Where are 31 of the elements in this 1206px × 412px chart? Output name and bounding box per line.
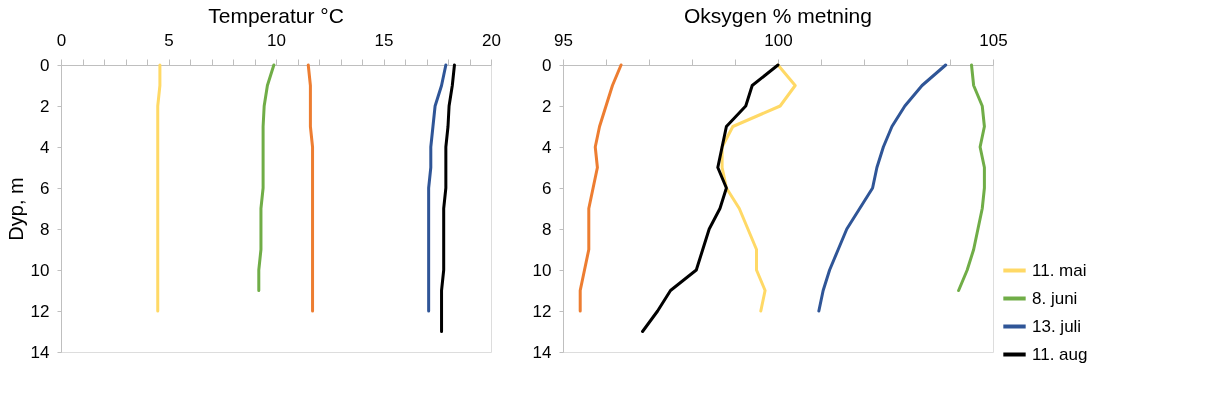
y-tick-label: 8 — [542, 219, 552, 239]
y-tick-label: 8 — [40, 219, 50, 239]
y-tick-label: 0 — [40, 55, 50, 75]
x-tick-label: 95 — [554, 30, 573, 50]
x-tick-label: 10 — [267, 30, 286, 50]
y-tick-label: 4 — [40, 137, 50, 157]
chart-title: Oksygen % metning — [684, 4, 872, 27]
y-tick-label: 10 — [30, 260, 50, 280]
x-tick-label: 20 — [482, 30, 501, 50]
chart-title: Temperatur °C — [208, 4, 344, 27]
x-tick-label: 15 — [374, 30, 394, 50]
legend-label: 8. juni — [1032, 288, 1078, 308]
y-tick-label: 4 — [542, 137, 552, 157]
y-tick-label: 14 — [30, 342, 50, 362]
y-tick-label: 12 — [30, 301, 50, 321]
y-tick-label: 2 — [542, 96, 552, 116]
y-tick-label: 12 — [532, 301, 552, 321]
y-tick-label: 0 — [542, 55, 552, 75]
x-tick-label: 105 — [979, 30, 1008, 50]
y-tick-label: 2 — [40, 96, 50, 116]
x-tick-label: 0 — [56, 30, 67, 50]
y-tick-label: 14 — [532, 342, 552, 362]
x-tick-label: 5 — [164, 30, 174, 50]
x-tick-label: 100 — [764, 30, 793, 50]
legend-label: 11. aug — [1032, 344, 1088, 364]
legend-label: 11. mai — [1032, 260, 1087, 280]
y-axis-title: Dyp, m — [4, 177, 27, 241]
legend-label: 13. juli — [1032, 316, 1082, 336]
y-tick-label: 6 — [542, 178, 552, 198]
y-tick-label: 6 — [40, 178, 50, 198]
y-tick-label: 10 — [532, 260, 552, 280]
